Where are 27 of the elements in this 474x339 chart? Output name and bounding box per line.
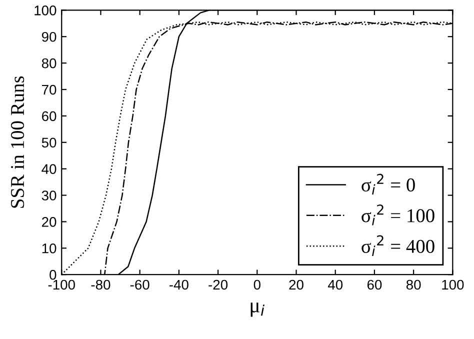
legend-label: σ$_{i}$$^{2}$ = 0 (362, 174, 415, 195)
x-tick-label: 40 (328, 280, 343, 290)
x-axis-title: μ$_{i}$ (250, 302, 264, 317)
x-tick-label: -100 (48, 280, 75, 290)
y-tick-label: 70 (42, 84, 56, 95)
x-tick-label: 60 (367, 280, 382, 290)
y-tick-label: 30 (42, 190, 56, 200)
y-tick-label: 0 (50, 270, 56, 280)
x-tick-label: 100 (442, 280, 464, 290)
x-tick-label: 80 (406, 280, 421, 290)
legend-label: σ$_{i}$$^{2}$ = 400 (362, 235, 434, 256)
x-tick-label: -20 (208, 280, 228, 290)
y-tick-label: 20 (42, 217, 56, 227)
x-tick-label: -60 (130, 280, 150, 290)
x-tick-label: -40 (170, 280, 188, 290)
y-tick-label: 10 (42, 243, 56, 254)
y-tick-label: 40 (42, 164, 56, 174)
y-tick-label: 90 (42, 32, 56, 42)
x-tick-label: 20 (289, 280, 304, 290)
y-tick-label: 50 (42, 138, 56, 148)
x-tick-label: 0 (254, 280, 260, 290)
y-tick-label: 80 (42, 58, 56, 68)
x-tick-label: -80 (91, 280, 110, 290)
y-axis-title: SSR in 100 Runs (10, 76, 24, 208)
legend-label: σ$_{i}$$^{2}$ = 100 (362, 204, 434, 226)
y-tick-label: 60 (42, 111, 56, 122)
y-tick-label: 100 (34, 6, 56, 16)
